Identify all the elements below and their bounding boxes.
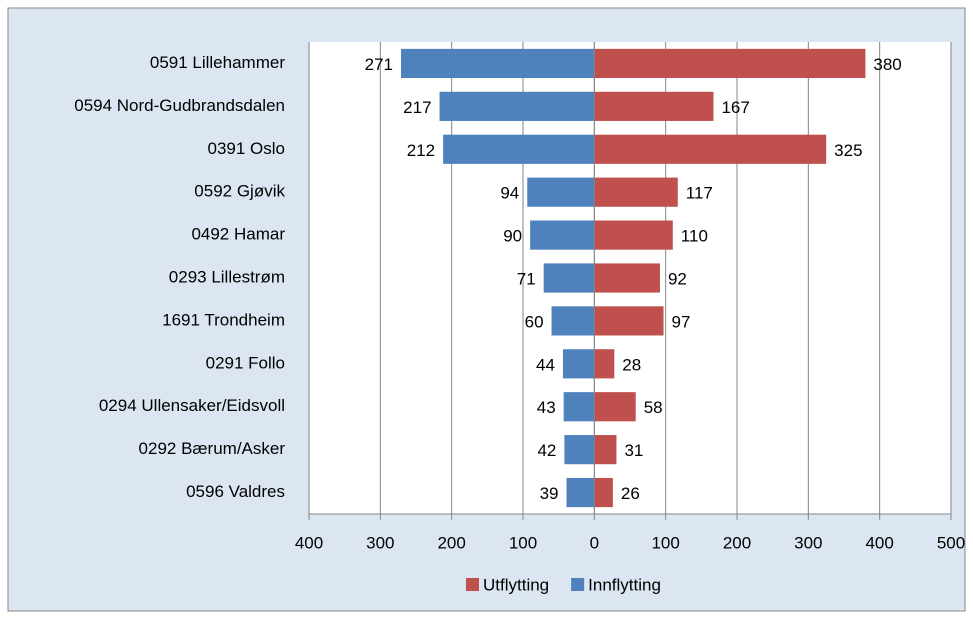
data-label: 325 [834,141,862,160]
y-tick-label: 0391 Oslo [208,139,286,158]
bar [563,392,595,422]
legend-swatch [466,578,479,591]
bar [594,48,866,79]
x-tick-label: 100 [509,533,537,552]
y-tick-label: 1691 Trondheim [162,310,285,329]
x-tick-label: 300 [366,533,394,552]
x-tick-label: 0 [590,533,599,552]
data-label: 42 [537,441,556,460]
data-label: 97 [672,312,691,331]
bar [443,134,595,164]
y-tick-label: 0492 Hamar [191,225,285,244]
bar [594,220,673,250]
y-tick-label: 0294 Ullensaker/Eidsvoll [99,396,285,415]
bar [594,349,615,379]
bar [551,306,595,336]
x-tick-label: 500 [937,533,965,552]
y-tick-label: 0292 Bærum/Asker [139,439,286,458]
bar [566,477,595,508]
data-label: 117 [686,184,713,203]
legend-label: Innflytting [588,575,661,594]
bar [530,220,595,250]
x-tick-label: 200 [723,533,751,552]
y-tick-label: 0594 Nord-Gudbrandsdalen [74,96,285,115]
x-tick-label: 300 [794,533,822,552]
data-label: 31 [624,441,643,460]
data-label: 167 [721,98,749,117]
bar [401,48,595,79]
data-label: 92 [668,269,687,288]
y-tick-label: 0591 Lillehammer [150,53,285,72]
data-label: 43 [537,398,556,417]
x-tick-label: 400 [865,533,893,552]
legend-label: Utflytting [483,575,549,594]
data-label: 44 [536,355,555,374]
data-label: 28 [622,355,641,374]
data-label: 71 [517,269,536,288]
bar [564,435,595,465]
data-label: 39 [540,484,559,503]
bar [439,91,595,121]
bar [594,263,660,293]
bar [594,177,678,207]
bar [594,477,613,508]
bar [594,134,827,164]
y-tick-label: 0592 Gjøvik [194,182,285,201]
data-label: 212 [407,141,435,160]
bar [594,306,664,336]
data-label: 110 [681,227,708,246]
bar [527,177,595,207]
legend-swatch [571,578,585,591]
bar [543,263,595,293]
data-label: 94 [500,184,519,203]
bar [594,91,714,121]
data-label: 217 [403,98,431,117]
bar [594,392,636,422]
y-tick-label: 0291 Follo [206,353,285,372]
bar [594,435,617,465]
data-label: 60 [525,312,544,331]
data-label: 26 [621,484,640,503]
data-label: 90 [503,227,522,246]
y-tick-label: 0293 Lillestrøm [169,267,285,286]
x-tick-label: 100 [651,533,679,552]
bar [562,349,595,379]
data-label: 380 [873,55,901,74]
x-tick-label: 400 [295,533,323,552]
data-label: 271 [365,55,393,74]
y-tick-label: 0596 Valdres [186,482,285,501]
data-label: 58 [644,398,663,417]
x-tick-label: 200 [437,533,465,552]
